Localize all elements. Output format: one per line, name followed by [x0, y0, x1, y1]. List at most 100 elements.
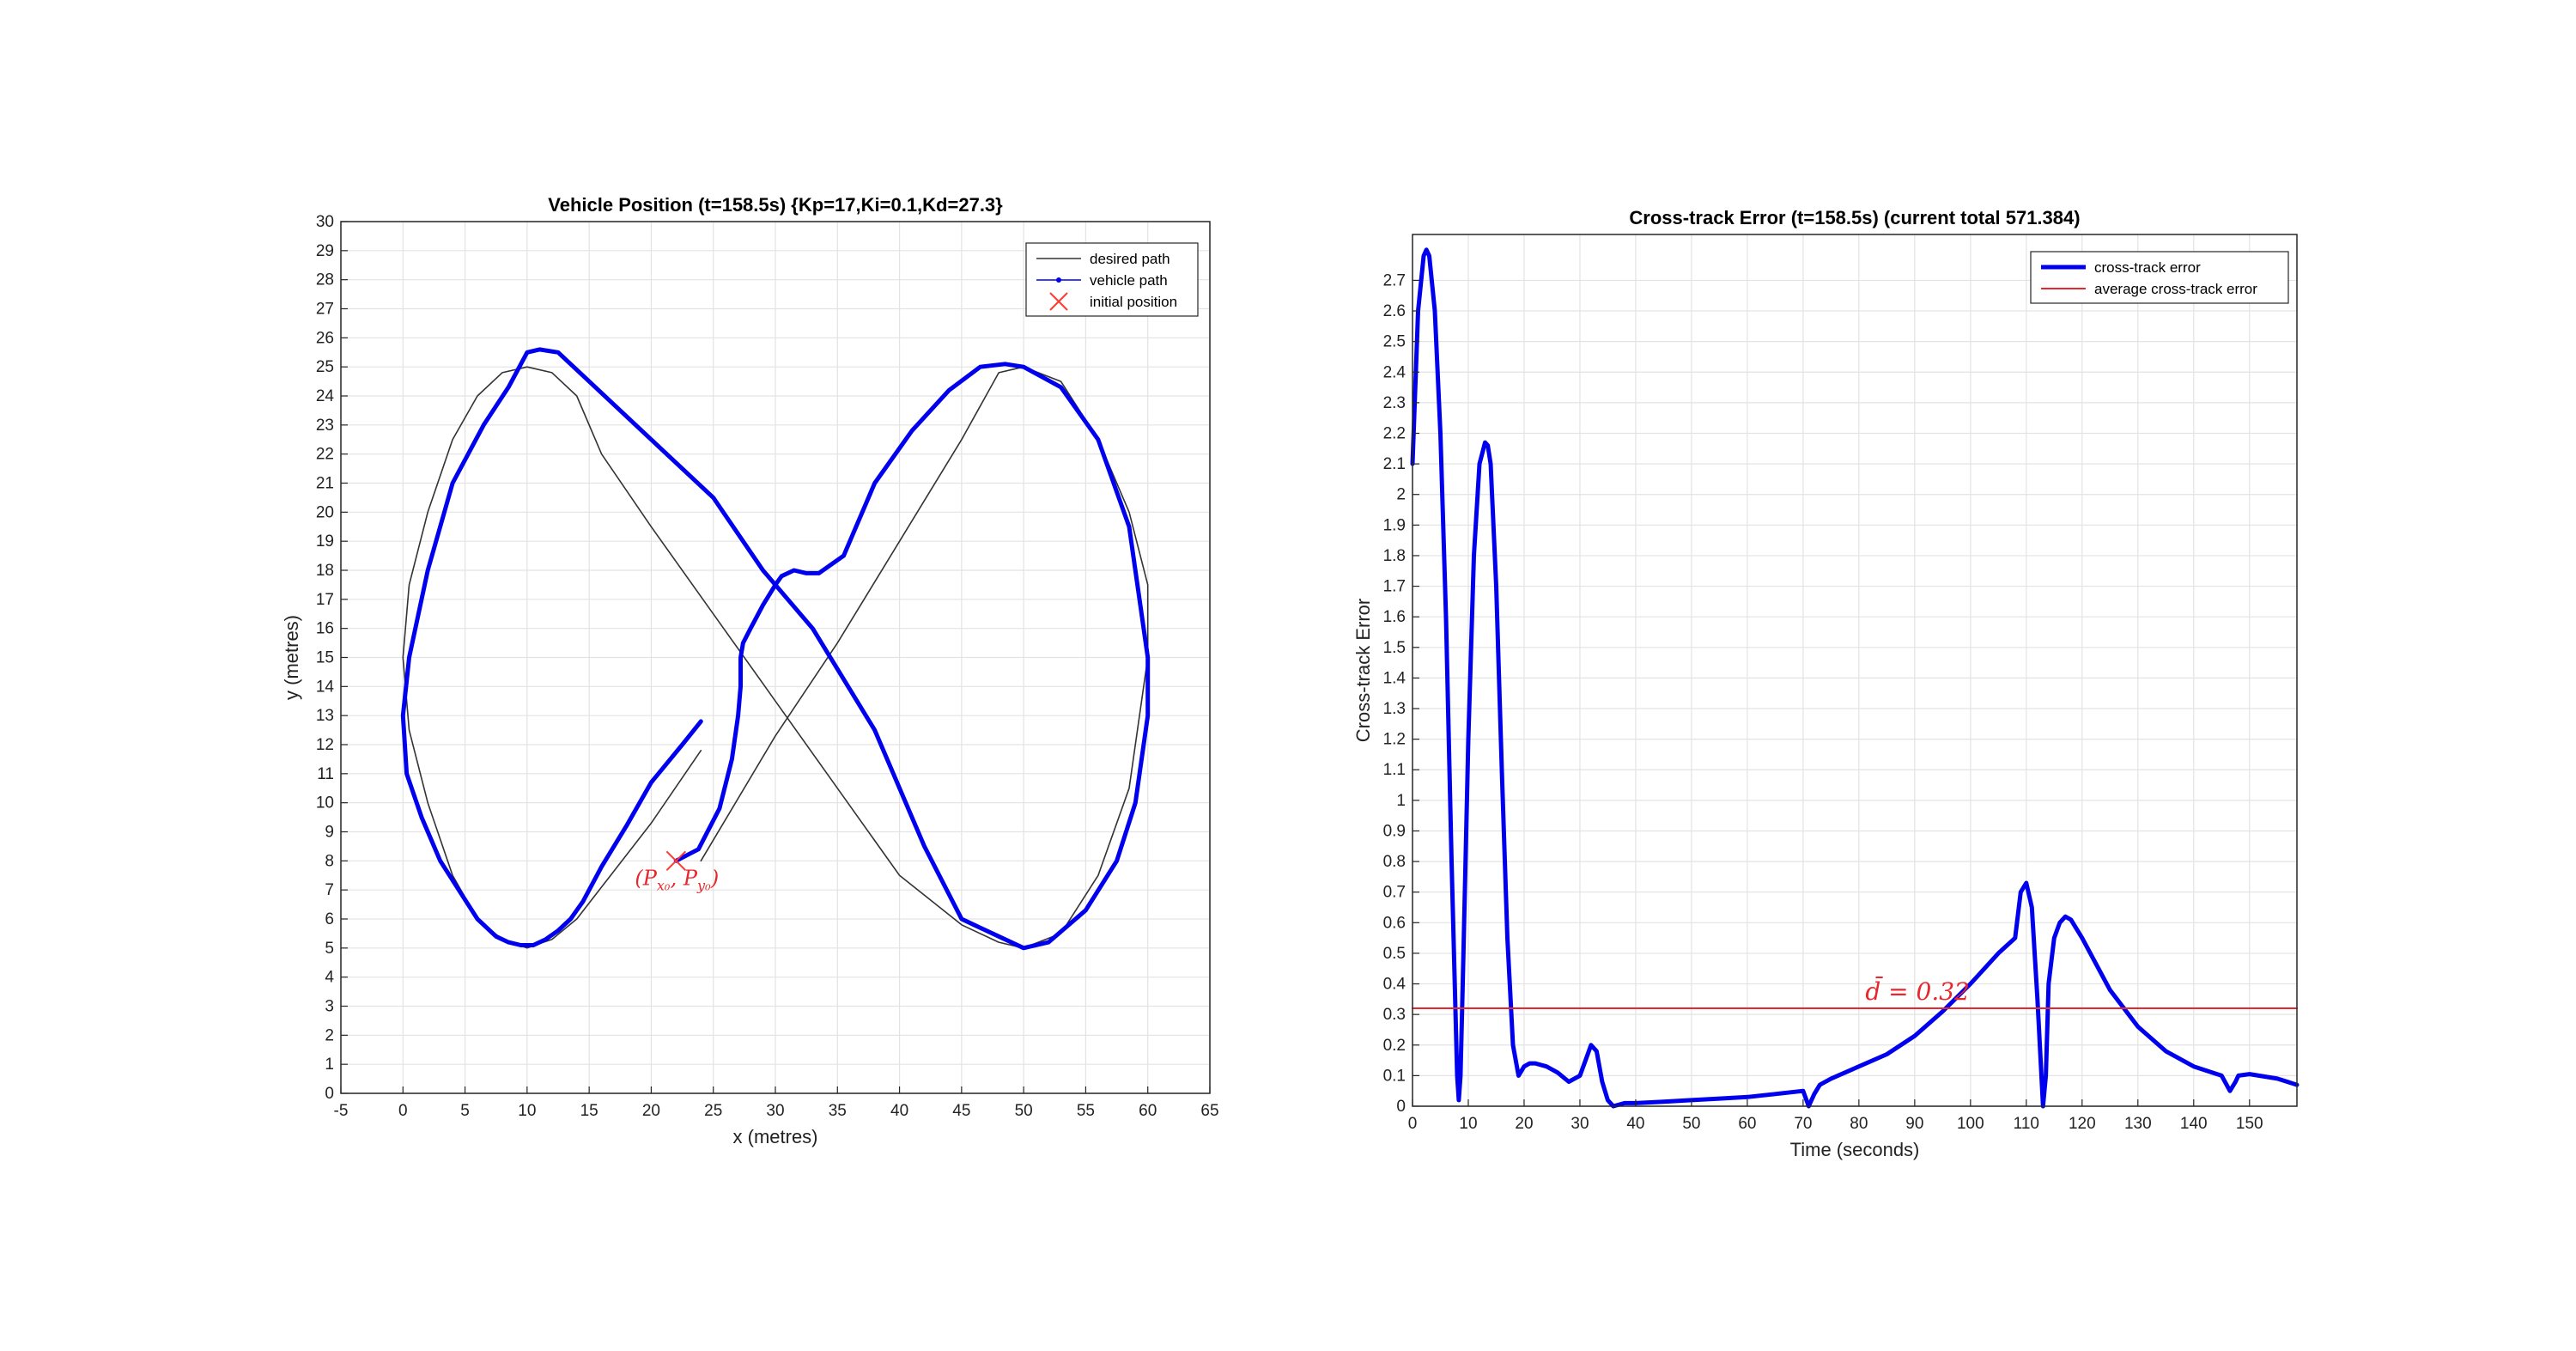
y-tick-label: 30	[316, 213, 334, 231]
left-plot-area	[400, 347, 1151, 951]
y-tick-label: 23	[316, 417, 334, 435]
y-tick-label: 1	[325, 1056, 334, 1074]
y-tick-label: 2	[1396, 486, 1406, 504]
y-tick-label: 3	[325, 998, 334, 1016]
y-tick-label: 7	[325, 881, 334, 899]
y-tick-label: 5	[325, 940, 334, 958]
vehicle-path-line	[400, 347, 1151, 951]
y-tick-label: 0.7	[1383, 884, 1406, 902]
x-tick-label: 20	[642, 1102, 660, 1120]
y-tick-label: 0.3	[1383, 1006, 1406, 1024]
x-tick-label: 60	[1139, 1102, 1157, 1120]
y-tick-label: 0.4	[1383, 976, 1406, 994]
right-tick-labels: 0 10 20 30 40 50 60 70 80 90 100 110 120 130 140 150 0 0.…	[1383, 271, 2263, 1133]
y-tick-label: 16	[316, 620, 334, 638]
y-tick-label: 10	[316, 794, 334, 812]
y-tick-label: 22	[316, 446, 334, 464]
legend-box	[2030, 251, 2289, 304]
y-tick-label: 2.1	[1383, 455, 1406, 473]
x-tick-label: 140	[2180, 1115, 2208, 1133]
y-tick-label: 28	[316, 271, 334, 289]
y-tick-label: 25	[316, 358, 334, 376]
legend-marker	[1049, 292, 1068, 311]
legend-entry: average cross-track error	[2041, 281, 2257, 297]
y-tick-label: 2	[325, 1026, 334, 1044]
y-tick-label: 1	[1396, 792, 1406, 810]
y-tick-label: 0.1	[1383, 1067, 1406, 1085]
x-tick-label: 30	[766, 1102, 784, 1120]
x-tick-label: 45	[952, 1102, 970, 1120]
y-tick-label: 19	[316, 532, 334, 551]
x-tick-label: 5	[460, 1102, 470, 1120]
y-tick-label: 1.3	[1383, 700, 1406, 718]
y-tick-label: 27	[316, 301, 334, 319]
legend-entry: initial position	[1049, 292, 1177, 311]
y-tick-label: 24	[316, 387, 335, 405]
y-tick-label: 29	[316, 242, 334, 260]
y-tick-label: 0	[1396, 1098, 1406, 1116]
y-tick-label: 1.5	[1383, 639, 1406, 657]
y-tick-label: 1.1	[1383, 761, 1406, 779]
legend-entry: vehicle path	[1036, 272, 1168, 289]
x-tick-label: 55	[1077, 1102, 1095, 1120]
x-tick-label: 50	[1015, 1102, 1033, 1120]
legend-entry: desired path	[1036, 251, 1170, 267]
y-tick-label: 21	[316, 475, 334, 493]
y-tick-label: 18	[316, 562, 334, 580]
y-tick-label: 1.9	[1383, 516, 1406, 534]
y-tick-label: 2.3	[1383, 394, 1406, 412]
right-axes-frame	[1412, 234, 2298, 1107]
legend-label: average cross-track error	[2094, 281, 2257, 297]
y-tick-label: 0.6	[1383, 914, 1406, 932]
x-tick-label: 100	[1957, 1115, 1984, 1133]
x-tick-label: 110	[2014, 1115, 2039, 1133]
initial-position-marker	[665, 850, 687, 872]
y-tick-label: 4	[325, 969, 334, 987]
y-tick-label: 8	[325, 852, 334, 870]
left-y-axis-label: y (metres)	[281, 615, 302, 700]
x-tick-label: 130	[2124, 1115, 2152, 1133]
y-tick-label: 1.6	[1383, 608, 1406, 626]
y-tick-label: 12	[316, 736, 334, 754]
y-tick-label: 20	[316, 503, 334, 521]
x-tick-label: 15	[580, 1102, 598, 1120]
x-tick-label: 25	[704, 1102, 722, 1120]
left-legend: desired path vehicle path initial position	[1025, 242, 1199, 317]
y-tick-label: 2.5	[1383, 333, 1406, 351]
x-tick-label: 0	[398, 1102, 408, 1120]
legend-dot	[1056, 277, 1061, 283]
cross-track-error-panel: 0 10 20 30 40 50 60 70 80 90 100 110 120 130 140 150 0 0.…	[1352, 207, 2300, 1160]
right-legend: cross-track error average cross-track err…	[2030, 251, 2289, 304]
x-tick-label: 10	[1459, 1115, 1477, 1133]
x-tick-label: 80	[1850, 1115, 1868, 1133]
y-tick-label: 6	[325, 910, 334, 928]
right-axes-background	[1413, 234, 2297, 1106]
y-tick-label: 2.2	[1383, 424, 1406, 442]
y-tick-label: 9	[325, 824, 334, 842]
initial-position-label: (Px₀ , Py₀ )	[635, 866, 719, 893]
x-tick-label: 30	[1571, 1115, 1589, 1133]
y-tick-label: 0	[325, 1085, 334, 1103]
x-tick-label: 60	[1738, 1115, 1756, 1133]
legend-label: desired path	[1090, 251, 1170, 267]
vehicle-position-panel: -5 0 5 10 15 20 25 30 35 40 45 50 55 60 65012345678910…	[281, 194, 1219, 1147]
right-plot-area	[1410, 247, 2300, 1109]
right-y-axis-label: Cross-track Error	[1352, 599, 1374, 742]
x-tick-label: 70	[1794, 1115, 1812, 1133]
x-tick-label: 65	[1200, 1102, 1218, 1120]
y-tick-label: 2.7	[1383, 271, 1406, 289]
y-tick-label: 11	[317, 765, 334, 783]
y-tick-label: 0.5	[1383, 945, 1406, 963]
initial-position-annotation: (Px₀ , Py₀ )	[635, 866, 719, 893]
x-tick-label: 50	[1682, 1115, 1700, 1133]
x-tick-label: 40	[1626, 1115, 1644, 1133]
y-tick-label: 17	[316, 591, 334, 609]
right-chart-title: Cross-track Error (t=158.5s) (current to…	[1629, 207, 2080, 228]
average-value-label: d̄ = 0.32	[1865, 976, 1970, 1006]
legend-label: initial position	[1090, 294, 1177, 310]
x-tick-label: 40	[890, 1102, 908, 1120]
legend-label: vehicle path	[1090, 272, 1168, 289]
y-tick-label: 26	[316, 329, 334, 347]
y-tick-label: 0.9	[1383, 822, 1406, 840]
x-tick-label: 0	[1408, 1115, 1418, 1133]
